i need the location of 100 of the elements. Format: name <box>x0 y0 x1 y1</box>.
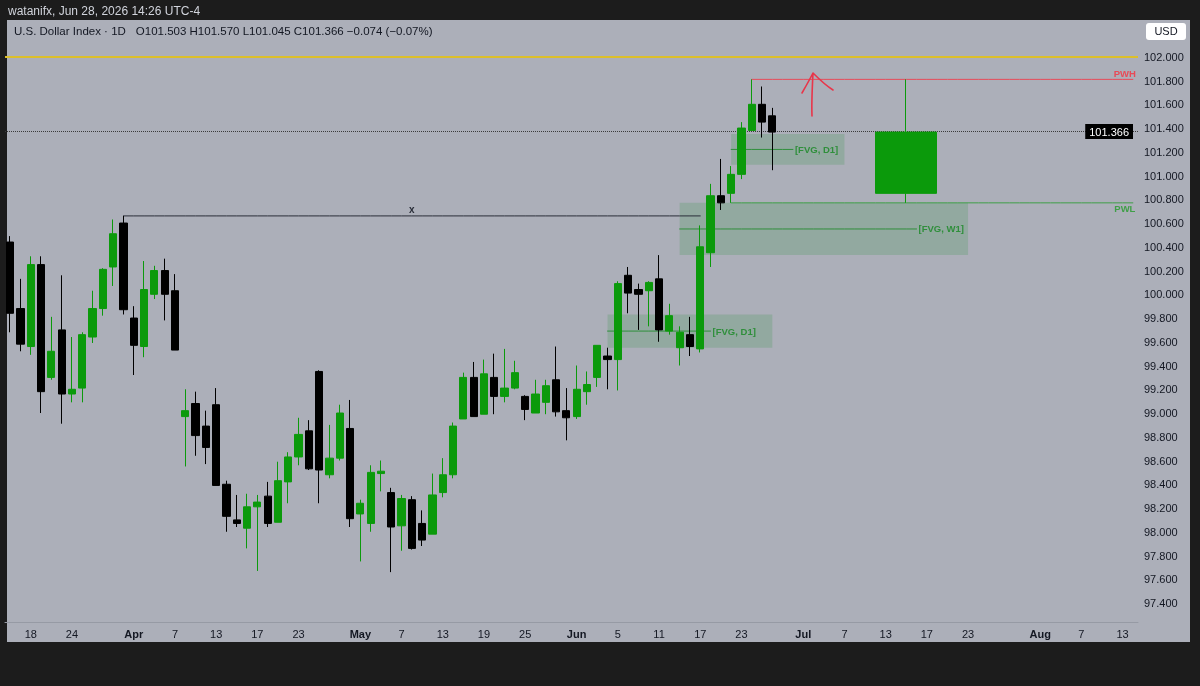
x-tick-label: 13 <box>879 627 892 640</box>
candlestick <box>593 344 601 388</box>
series-label: [FVG, D1] <box>712 325 756 337</box>
candlestick <box>233 494 241 528</box>
y-tick-label: 101.800 <box>1144 74 1184 87</box>
y-tick-label: 100.000 <box>1144 288 1184 301</box>
candlestick <box>603 347 612 390</box>
x-tick-label: 7 <box>1078 627 1085 640</box>
candlestick <box>284 451 292 504</box>
candlestick <box>552 346 560 418</box>
ref-line-label: 101.366 <box>1089 125 1129 138</box>
candlestick <box>737 121 746 180</box>
y-tick-label: 100.400 <box>1144 240 1184 253</box>
x-tick-label: 7 <box>171 627 179 640</box>
x-tick-label: Apr <box>124 627 144 640</box>
candlestick <box>58 274 66 425</box>
candlestick <box>614 280 622 391</box>
candlestick <box>748 78 756 131</box>
chart-subtitle: O101.503 H101.570 L101.045 C101.366 −0.074 (−0.07%) <box>135 25 433 37</box>
candlestick <box>336 404 344 462</box>
candlestick <box>717 158 725 211</box>
candlestick <box>542 379 550 415</box>
candlestick <box>346 399 354 528</box>
x-tick-label: 17 <box>251 627 264 640</box>
series-label: [FVG, D1] <box>794 143 839 155</box>
y-tick-label: 101.000 <box>1144 169 1184 182</box>
x-tick-label: 17 <box>920 627 933 640</box>
candlestick <box>78 331 86 403</box>
y-tick-label: 99.400 <box>1144 359 1178 372</box>
candlestick <box>706 183 715 268</box>
candlestick <box>171 273 179 351</box>
candlestick <box>325 424 334 479</box>
candlestick <box>27 255 35 356</box>
y-tick-label: 100.600 <box>1144 217 1184 230</box>
candlestick <box>634 283 643 331</box>
chart-title: U.S. Dollar Index · 1D <box>14 25 126 37</box>
candlestick <box>511 360 519 390</box>
y-tick-label: 99.600 <box>1144 335 1178 348</box>
candlestick <box>6 235 14 333</box>
candlestick <box>408 495 416 551</box>
candlestick <box>562 387 570 441</box>
x-tick-label: 23 <box>735 627 748 640</box>
candlestick <box>583 370 591 406</box>
x-tick-label: 11 <box>653 627 665 640</box>
candlestick <box>356 499 364 562</box>
candlestick <box>655 254 663 343</box>
y-tick-label: 100.800 <box>1144 193 1184 206</box>
candlestick <box>305 419 313 471</box>
y-tick-label: 101.400 <box>1144 122 1184 135</box>
y-axis-title: USD <box>1146 23 1186 40</box>
candlestick <box>645 280 653 327</box>
candlestick <box>243 493 251 549</box>
x-tick-label: 18 <box>24 627 37 640</box>
x-tick-label: 13 <box>210 627 223 640</box>
candlestick <box>37 255 45 414</box>
candlestick <box>573 365 581 420</box>
candlestick <box>202 410 210 465</box>
candlestick <box>459 372 467 420</box>
text: watanifx, Jun 28, 2026 14:26 UTC-4 <box>8 4 201 18</box>
x-tick-label: Jun <box>566 627 587 640</box>
x-tick-label: 5 <box>614 627 621 640</box>
candlestick <box>624 266 632 314</box>
candlestick <box>109 218 117 287</box>
y-tick-label: 98.000 <box>1144 525 1178 538</box>
candlestick <box>439 457 447 498</box>
candlestick <box>191 391 200 457</box>
candlestick <box>665 303 673 336</box>
x-tick-label: Aug <box>1029 627 1051 640</box>
candlestick <box>315 369 323 504</box>
candlestick <box>727 165 735 204</box>
y-tick-label: 97.800 <box>1144 549 1178 562</box>
candlestick <box>377 460 385 492</box>
candlestick <box>16 278 25 352</box>
candlestick <box>140 260 148 358</box>
x-tick-label: 17 <box>694 627 707 640</box>
candlestick <box>150 265 158 300</box>
candlestick <box>367 464 375 533</box>
x-tick-label: 13 <box>436 627 449 640</box>
candlestick <box>500 348 509 403</box>
series-label: PWL <box>1114 203 1136 215</box>
x-tick-label: May <box>349 627 372 640</box>
y-tick-label: 98.800 <box>1144 430 1178 443</box>
candlestick <box>294 417 303 466</box>
candlestick <box>253 494 261 572</box>
y-tick-label: 101.200 <box>1144 145 1184 158</box>
candlestick <box>264 481 272 528</box>
x-tick-label: Jul <box>795 627 812 640</box>
candlestick <box>387 487 395 573</box>
candlestick <box>222 480 231 533</box>
y-tick-label: 99.200 <box>1144 383 1178 396</box>
series-label: x <box>409 204 416 216</box>
candlestick <box>68 336 76 403</box>
candlestick <box>418 509 426 547</box>
candlestick <box>274 461 282 523</box>
y-tick-label: 101.600 <box>1144 98 1184 111</box>
y-tick-label: 102.000 <box>1144 50 1184 63</box>
candlestick <box>397 494 406 552</box>
series-label: [FVG, W1] <box>918 223 964 235</box>
candlestick <box>181 388 189 467</box>
candlestick <box>490 353 498 415</box>
